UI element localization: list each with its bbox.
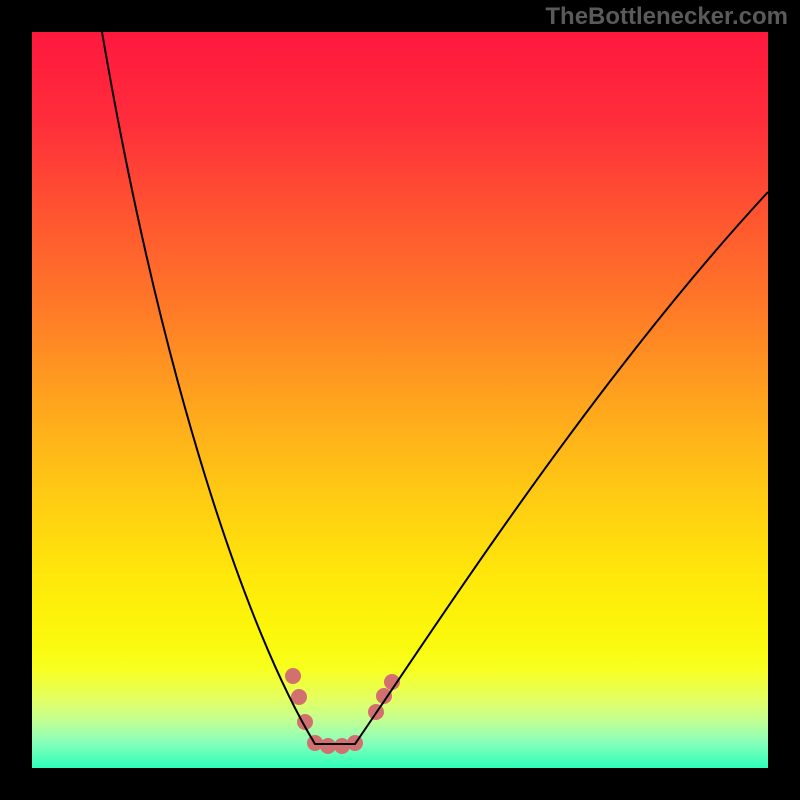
bottleneck-chart — [32, 32, 768, 768]
watermark-text: TheBottlenecker.com — [545, 3, 788, 31]
data-dot — [320, 738, 336, 754]
data-dot — [291, 689, 307, 705]
plot-area — [32, 32, 768, 768]
gradient-background — [32, 32, 768, 768]
data-dot — [285, 668, 301, 684]
